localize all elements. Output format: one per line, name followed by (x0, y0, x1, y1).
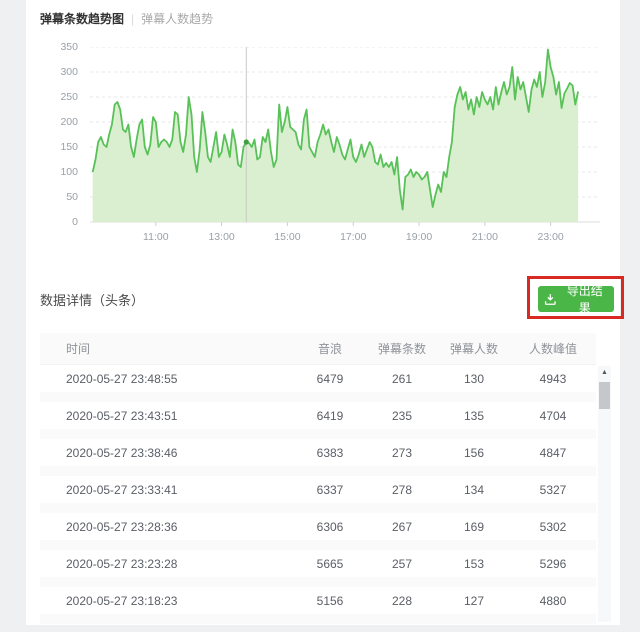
cell-value: 6306 (316, 519, 344, 534)
content-card: 弹幕条数趋势图 | 弹幕人数趋势 0 50 100 150 200 250 300 350 1… (26, 0, 624, 625)
cell-value: 267 (391, 519, 413, 534)
tab-danmaku-people-trend[interactable]: 弹幕人数趋势 (141, 12, 214, 26)
cell-time: 2020-05-27 23:18:23 (66, 593, 178, 608)
cell-value: 4704 (539, 408, 567, 423)
x-tick-label: 15:00 (274, 231, 301, 243)
cell-time: 2020-05-27 23:33:41 (66, 482, 178, 497)
y-tick-label: 200 (60, 116, 78, 128)
cell-value: 6383 (316, 445, 344, 460)
trend-line (91, 48, 579, 211)
column-header: 人数峰值 (528, 342, 577, 356)
cell-value: 130 (463, 371, 485, 386)
cell-value: 6337 (316, 482, 344, 497)
y-tick-label: 50 (66, 191, 78, 203)
y-tick-label: 150 (60, 141, 78, 153)
y-tick-label: 350 (60, 41, 78, 53)
table-body: 2020-05-27 23:48:55 6479 261 130 4943 2020-05… (40, 365, 596, 624)
cell-value: 235 (391, 408, 413, 423)
scrollbar-thumb[interactable] (599, 382, 610, 409)
x-tick-label: 13:00 (208, 231, 235, 243)
cell-value: 6479 (316, 371, 344, 386)
cell-value: 6419 (316, 408, 344, 423)
cell-value: 261 (391, 371, 413, 386)
data-table: 时间 音浪 弹幕条数 弹幕人数 人数峰值 2020-05-27 23:48:55 6479… (40, 333, 596, 624)
table-scrollbar[interactable]: ▲ (598, 366, 611, 622)
cell-value: 127 (463, 593, 485, 608)
cell-time: 2020-05-27 23:23:28 (66, 556, 178, 571)
cell-value: 5302 (539, 519, 567, 534)
table-header-row: 时间 音浪 弹幕条数 弹幕人数 人数峰值 (40, 333, 596, 365)
y-tick-label: 0 (72, 216, 78, 228)
table-row: 2020-05-27 23:23:28 5665 257 153 5296 (40, 550, 596, 587)
cell-time: 2020-05-27 23:28:36 (66, 519, 178, 534)
y-tick-label: 300 (60, 66, 78, 78)
cell-value: 156 (463, 445, 485, 460)
cell-value: 4880 (539, 593, 567, 608)
scrollbar-up-arrow-icon[interactable]: ▲ (601, 369, 608, 376)
x-tick-label: 21:00 (471, 231, 498, 243)
column-header: 弹幕人数 (449, 342, 498, 356)
cell-value: 5327 (539, 482, 567, 497)
download-icon (544, 293, 556, 305)
x-tick-label: 11:00 (143, 231, 169, 243)
cell-value: 135 (463, 408, 485, 423)
x-tick-label: 19:00 (405, 231, 433, 243)
y-tick-label: 100 (60, 166, 78, 178)
cell-value: 5665 (316, 556, 344, 571)
cell-value: 4847 (539, 445, 567, 460)
x-tick-label: 23:00 (537, 231, 564, 243)
table-row: 2020-05-27 23:28:36 6306 267 169 5302 (40, 513, 596, 550)
cell-value: 169 (463, 519, 485, 534)
y-tick-label: 250 (60, 91, 78, 103)
chart-tab-bar: 弹幕条数趋势图 | 弹幕人数趋势 (40, 10, 213, 27)
cell-value: 5296 (539, 556, 567, 571)
export-results-button[interactable]: 导出结果 (538, 284, 614, 315)
area-fill (92, 49, 579, 222)
cell-value: 228 (391, 593, 413, 608)
cell-time: 2020-05-27 23:43:51 (66, 408, 178, 423)
cell-value: 257 (391, 556, 413, 571)
x-tick-label: 17:00 (340, 231, 367, 243)
tab-separator: | (131, 11, 135, 26)
cell-time: 2020-05-27 23:38:46 (66, 445, 178, 460)
cell-value: 278 (391, 482, 413, 497)
cell-value: 5156 (316, 593, 344, 608)
trend-chart[interactable] (90, 46, 600, 228)
column-header: 音浪 (317, 342, 342, 356)
cell-time: 2020-05-27 23:48:55 (66, 371, 178, 386)
cell-value: 4943 (539, 371, 567, 386)
tab-danmaku-count-trend[interactable]: 弹幕条数趋势图 (40, 12, 125, 26)
table-row: 2020-05-27 23:43:51 6419 235 135 4704 (40, 402, 596, 439)
cell-value: 153 (463, 556, 485, 571)
table-row: 2020-05-27 23:33:41 6337 278 134 5327 (40, 476, 596, 513)
hover-point-dot (243, 139, 249, 145)
trend-chart-area[interactable] (90, 46, 600, 228)
table-row: 2020-05-27 23:18:23 5156 228 127 4880 (40, 587, 596, 624)
section-title: 数据详情（头条） (40, 293, 145, 308)
export-button-label: 导出结果 (566, 284, 603, 315)
column-header: 时间 (66, 342, 91, 356)
table-row: 2020-05-27 23:48:55 6479 261 130 4943 (40, 365, 596, 402)
cell-value: 134 (463, 482, 485, 497)
table-row: 2020-05-27 23:38:46 6383 273 156 4847 (40, 439, 596, 476)
cell-value: 273 (391, 445, 413, 460)
column-header: 弹幕条数 (377, 342, 426, 356)
